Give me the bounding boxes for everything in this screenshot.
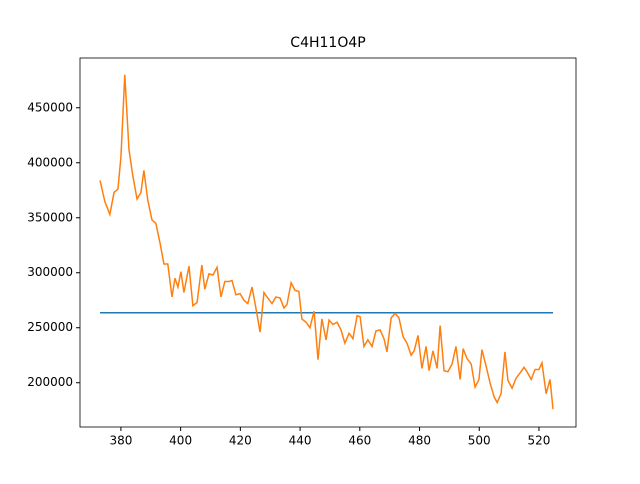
x-tick-label: 380 [109, 434, 132, 448]
y-tick-label: 300000 [27, 265, 73, 279]
y-tick-label: 250000 [27, 320, 73, 334]
x-tick-label: 500 [468, 434, 491, 448]
y-tick-label: 400000 [27, 155, 73, 169]
x-tick-label: 460 [348, 434, 371, 448]
y-tick-label: 350000 [27, 210, 73, 224]
y-tick-label: 450000 [27, 100, 73, 114]
x-tick-label: 440 [289, 434, 312, 448]
data-line [99, 74, 554, 410]
x-tick-label: 520 [528, 434, 551, 448]
y-tick-label: 200000 [27, 375, 73, 389]
x-tick-label: 480 [408, 434, 431, 448]
x-tick-label: 420 [229, 434, 252, 448]
plot-frame [79, 57, 577, 428]
x-tick-label: 400 [169, 434, 192, 448]
chart-title: C4H11O4P [290, 35, 365, 51]
